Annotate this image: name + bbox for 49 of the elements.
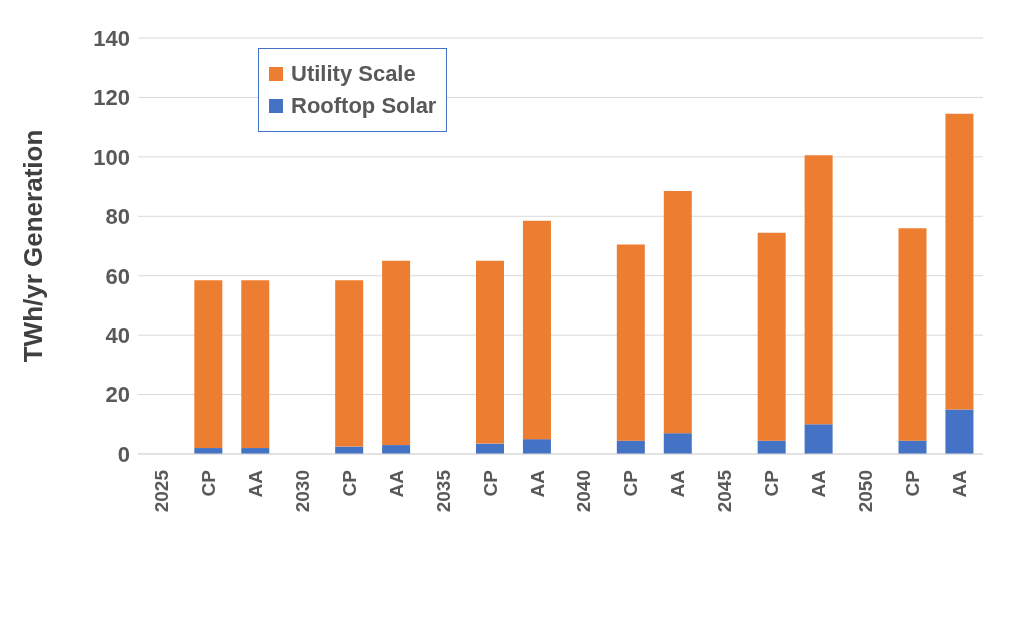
bar	[663, 433, 692, 454]
y-tick-label: 120	[93, 85, 130, 111]
x-tick-label: 2050	[855, 470, 877, 513]
bar	[616, 440, 645, 454]
x-tick-label: CP	[479, 469, 501, 497]
x-tick-label: CP	[761, 469, 783, 497]
bar	[757, 440, 786, 454]
x-tick-label: 2025	[150, 469, 172, 513]
y-tick-label: 40	[105, 322, 130, 348]
bar	[945, 409, 974, 454]
y-tick-label: 20	[105, 382, 130, 408]
bar	[804, 424, 833, 454]
bar	[898, 440, 927, 454]
bar	[335, 280, 364, 447]
bar	[757, 232, 786, 441]
y-tick-label: 60	[105, 263, 130, 289]
y-tick-label: 100	[93, 144, 130, 170]
bar	[382, 445, 411, 454]
bar	[194, 280, 223, 449]
y-tick-label: 0	[117, 441, 130, 467]
x-tick-label: AA	[808, 469, 830, 498]
x-tick-label: AA	[244, 469, 266, 498]
bar	[898, 228, 927, 441]
x-tick-label: AA	[667, 469, 689, 498]
legend-label: Utility Scale	[290, 61, 417, 87]
x-tick-label: CP	[197, 469, 219, 497]
x-tick-label: 2035	[432, 469, 454, 513]
y-tick-label: 80	[105, 204, 130, 230]
y-tick-label: 140	[93, 25, 130, 51]
x-tick-label: 2040	[573, 470, 595, 513]
bar	[804, 155, 833, 425]
bar	[522, 220, 551, 440]
x-tick-label: CP	[338, 469, 360, 497]
x-tick-label: AA	[526, 469, 548, 498]
x-tick-label: 2045	[714, 469, 736, 513]
bar	[476, 260, 504, 444]
x-tick-label: 2030	[291, 470, 313, 513]
bar	[382, 260, 411, 446]
bar	[945, 113, 974, 410]
x-tick-label: AA	[949, 469, 971, 498]
y-axis-title: TWh/yr Generation	[18, 129, 49, 363]
bar	[522, 439, 551, 454]
bar	[241, 280, 270, 449]
x-tick-label: CP	[620, 469, 642, 497]
x-tick-label: AA	[385, 469, 407, 498]
x-tick-label: CP	[902, 469, 924, 497]
bar	[663, 191, 692, 434]
bar	[616, 244, 645, 441]
legend-label: Rooftop Solar	[290, 93, 437, 119]
